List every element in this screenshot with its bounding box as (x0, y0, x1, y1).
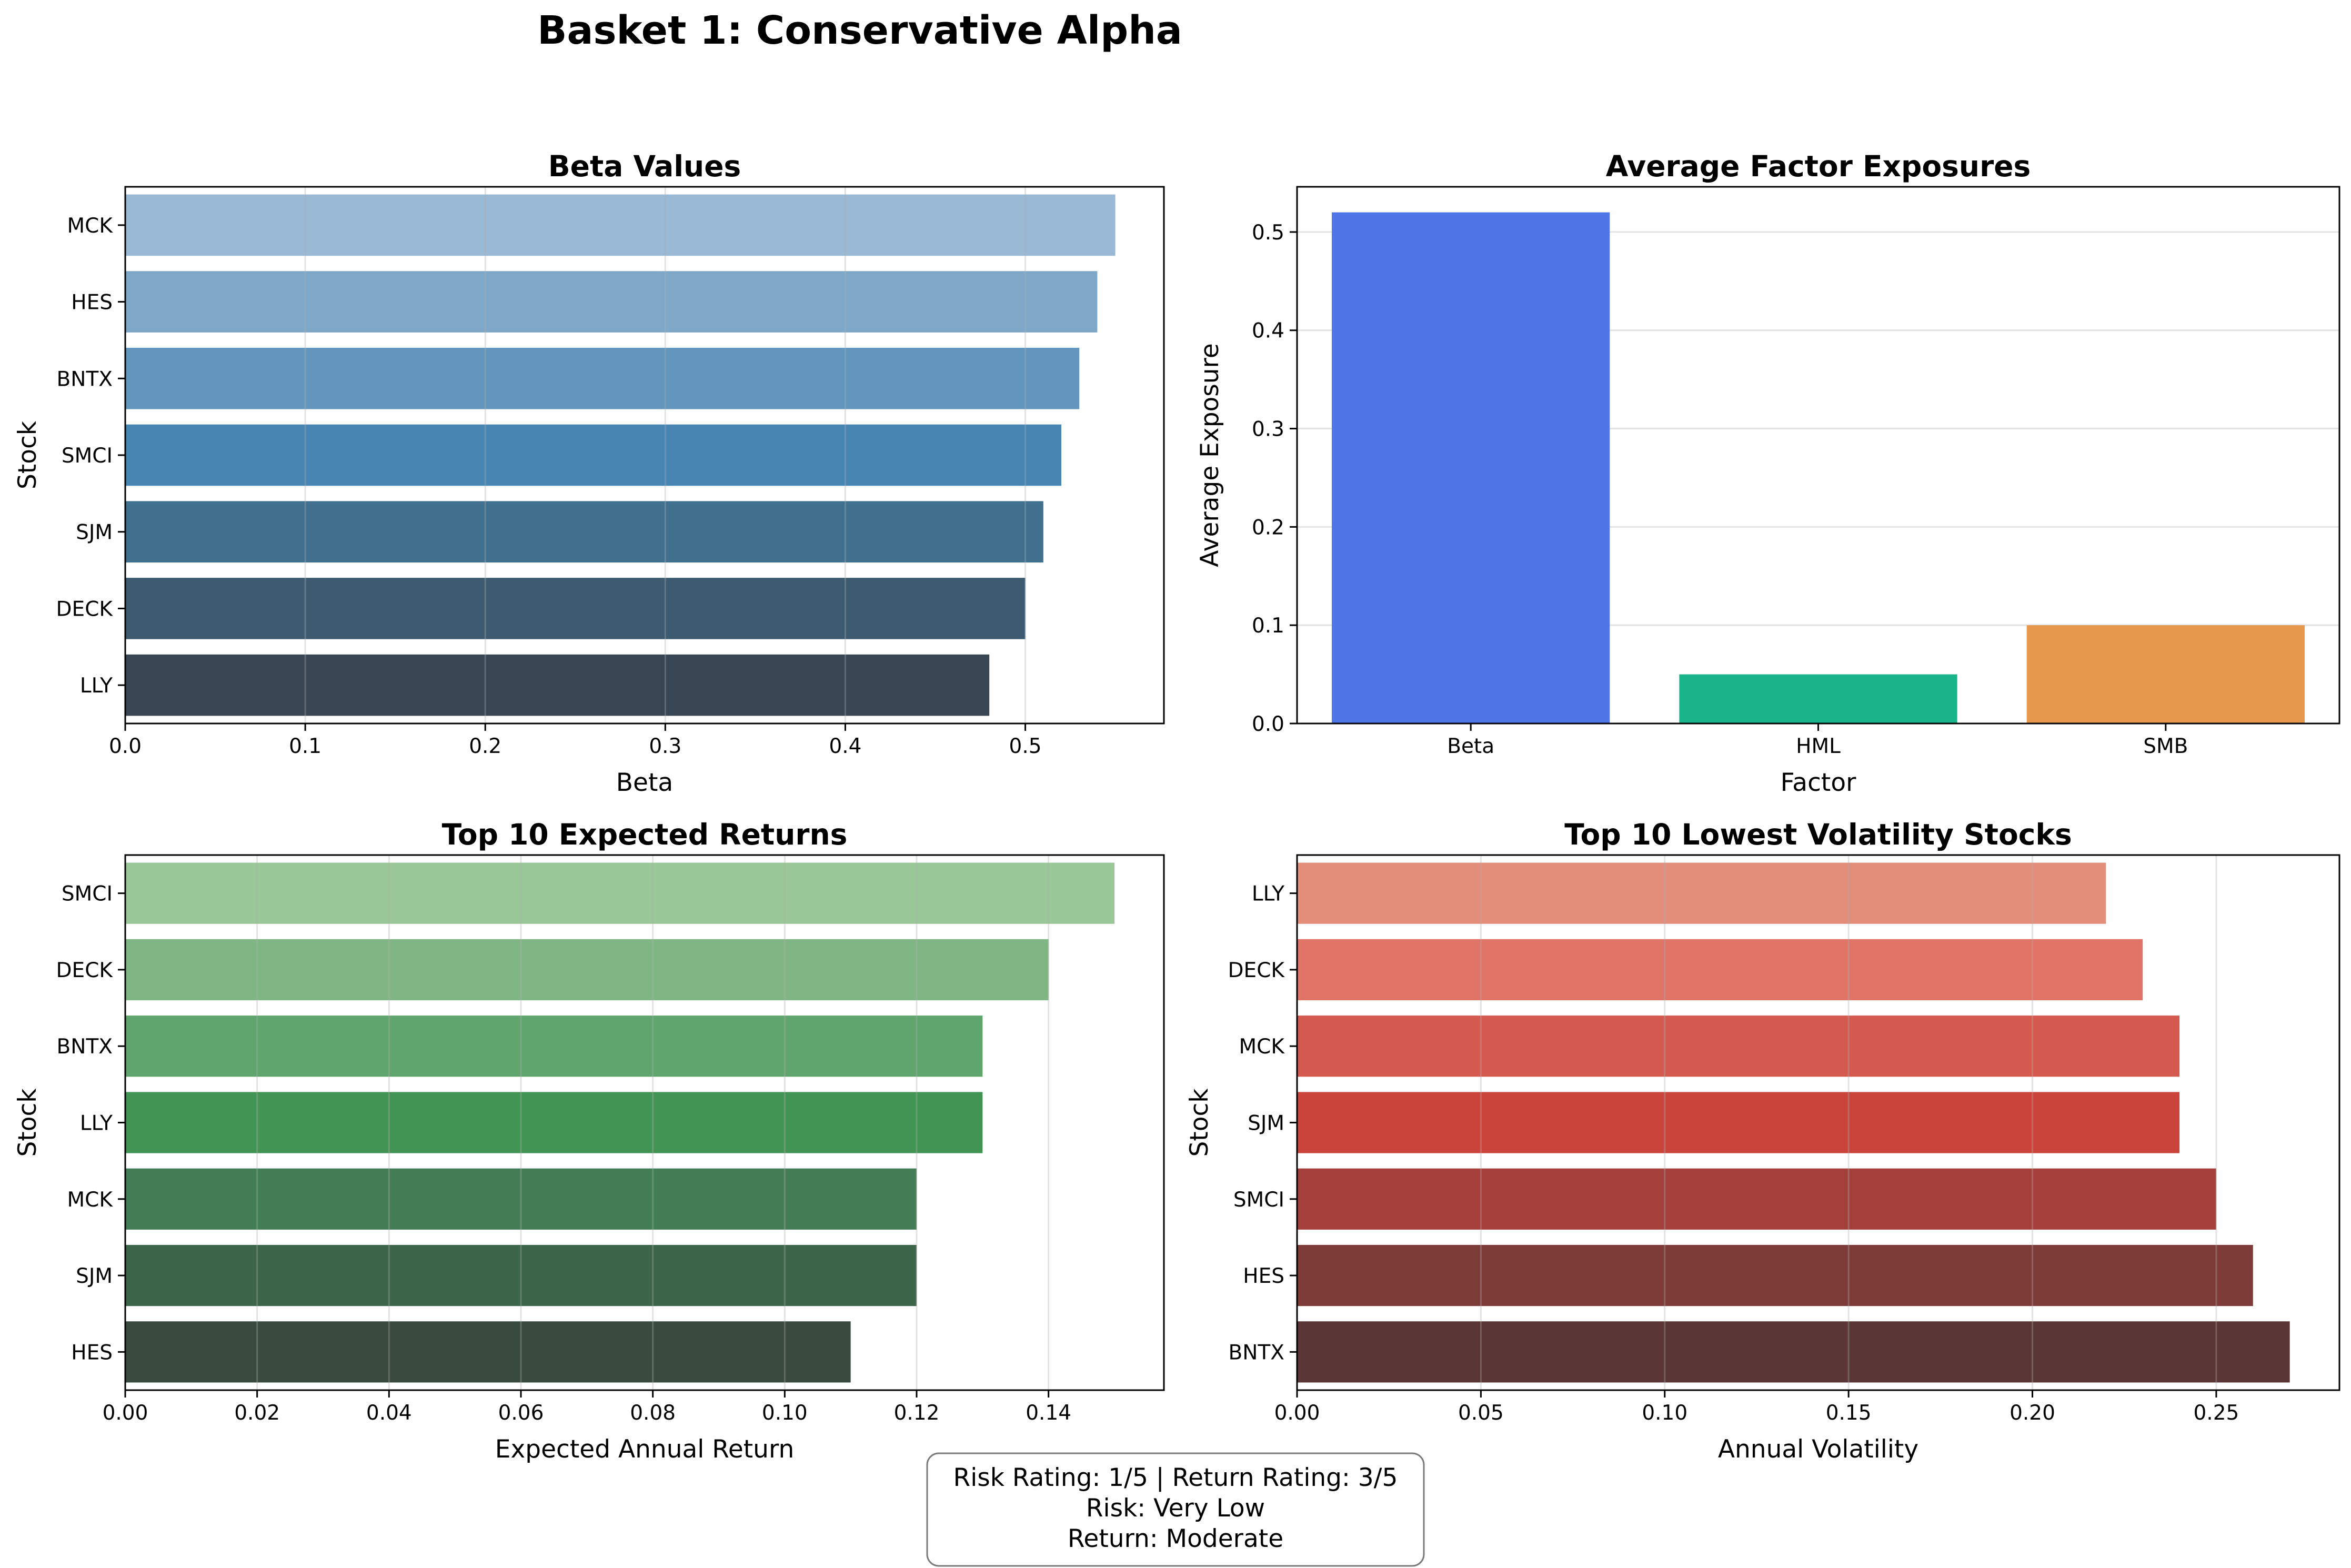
chart-0-bar-bntx (125, 348, 1080, 409)
chart-1-xlabel: Factor (1781, 768, 1857, 797)
chart-3-xlabel: Annual Volatility (1718, 1435, 1918, 1464)
chart-0-xtick-label: 0.1 (289, 735, 321, 758)
chart-3-bar-mck (1297, 1016, 2180, 1077)
chart-3-category-label-mck: MCK (1239, 1035, 1285, 1059)
chart-3-bar-hes (1297, 1244, 2253, 1306)
chart-2-category-label-mck: MCK (67, 1188, 114, 1212)
chart-2-category-label-smci: SMCI (62, 882, 113, 906)
chart-0-xlabel: Beta (616, 768, 673, 797)
average-factor-exposures-panel: Average Factor Exposures 0.0 0.1 0.2 0.3 0.4 0… (1195, 149, 2340, 797)
chart-0-category-label-mck: MCK (67, 214, 114, 238)
chart-2-bar-deck (125, 939, 1049, 1001)
chart-1-title: Average Factor Exposures (1606, 149, 2031, 183)
chart-2-category-label-lly: LLY (80, 1112, 113, 1135)
chart-2-xtick-label: 0.12 (894, 1401, 940, 1425)
chart-3-category-label-deck: DECK (1228, 959, 1285, 982)
chart-0-bar-lly (125, 654, 990, 716)
chart-0-bar-hes (125, 271, 1098, 333)
chart-0-bar-sjm (125, 501, 1043, 562)
chart-2-bar-smci (125, 862, 1114, 924)
chart-3-bar-smci (1297, 1168, 2216, 1230)
chart-1-category-label-smb: SMB (2143, 735, 2188, 758)
chart-1-ytick-label: 0.0 (1252, 712, 1284, 736)
info-box-line-return: Return: Moderate (1068, 1524, 1283, 1553)
chart-1-bar-beta (1332, 212, 1610, 724)
chart-3-xtick-label: 0.00 (1274, 1401, 1320, 1425)
chart-3-xtick-label: 0.10 (1642, 1401, 1687, 1425)
chart-3-title: Top 10 Lowest Volatility Stocks (1564, 818, 2072, 851)
chart-0-title: Beta Values (548, 149, 741, 183)
chart-2-category-label-deck: DECK (56, 959, 114, 982)
chart-2-xtick-label: 0.02 (234, 1401, 280, 1425)
chart-1-ytick-label: 0.4 (1252, 319, 1284, 343)
chart-3-ylabel: Stock (1185, 1088, 1214, 1157)
chart-2-xlabel: Expected Annual Return (495, 1435, 795, 1464)
chart-1-ytick-label: 0.1 (1252, 614, 1284, 638)
chart-2-bar-bntx (125, 1016, 983, 1077)
chart-2-category-label-bntx: BNTX (57, 1035, 113, 1059)
chart-0-xtick-label: 0.3 (649, 735, 681, 758)
chart-0-bar-deck (125, 578, 1026, 639)
chart-1-bar-hml (1679, 674, 1957, 723)
chart-2-bar-hes (125, 1321, 851, 1383)
chart-2-category-label-sjm: SJM (76, 1264, 113, 1288)
info-box-line-risk: Risk: Very Low (1086, 1494, 1265, 1523)
figure-title: Basket 1: Conservative Alpha (537, 8, 1182, 53)
chart-2-category-label-hes: HES (71, 1341, 113, 1364)
chart-1-category-label-hml: HML (1796, 735, 1841, 758)
chart-0-xtick-label: 0.2 (469, 735, 501, 758)
expected-returns-panel: Top 10 Expected Returns 0.00 0.02 0.04 0.06 0… (13, 818, 1165, 1464)
chart-2-xtick-label: 0.04 (366, 1401, 412, 1425)
chart-3-bar-bntx (1297, 1321, 2290, 1383)
chart-2-xtick-label: 0.08 (630, 1401, 676, 1425)
chart-1-ylabel: Average Exposure (1195, 343, 1224, 567)
chart-0-bar-smci (125, 424, 1061, 486)
chart-0-category-label-hes: HES (71, 291, 113, 315)
chart-0-category-label-smci: SMCI (62, 444, 113, 468)
info-box-line-ratings: Risk Rating: 1/5 | Return Rating: 3/5 (953, 1463, 1398, 1492)
chart-0-category-label-sjm: SJM (76, 521, 113, 545)
chart-1-category-label-beta: Beta (1447, 735, 1494, 758)
chart-3-category-label-lly: LLY (1252, 882, 1284, 906)
chart-3-bar-sjm (1297, 1092, 2180, 1153)
chart-3-xtick-label: 0.15 (1826, 1401, 1872, 1425)
chart-3-bar-deck (1297, 939, 2143, 1001)
chart-0-xtick-label: 0.5 (1009, 735, 1042, 758)
chart-3-xtick-label: 0.20 (2010, 1401, 2055, 1425)
chart-2-xtick-label: 0.06 (498, 1401, 544, 1425)
chart-2-xtick-label: 0.00 (103, 1401, 148, 1425)
chart-2-ylabel: Stock (13, 1088, 42, 1157)
chart-2-bar-sjm (125, 1244, 917, 1306)
info-box: Risk Rating: 1/5 | Return Rating: 3/5 Ri… (926, 1452, 1425, 1567)
chart-1-bar-smb (2026, 625, 2305, 723)
chart-0-bar-mck (125, 194, 1116, 256)
chart-3-xtick-label: 0.25 (2193, 1401, 2239, 1425)
chart-0-ylabel: Stock (13, 420, 42, 489)
chart-3-category-label-bntx: BNTX (1229, 1341, 1284, 1364)
chart-0-category-label-deck: DECK (56, 597, 114, 621)
beta-values-panel: Beta Values 0.0 0.1 0.2 0.3 0.4 0.5 MCK HES BNTX S… (13, 149, 1165, 797)
chart-2-bar-mck (125, 1168, 917, 1230)
chart-3-bar-lly (1297, 862, 2106, 924)
chart-0-xtick-label: 0.4 (829, 735, 861, 758)
chart-3-category-label-sjm: SJM (1248, 1112, 1284, 1135)
info-box-frame (926, 1452, 1425, 1567)
chart-2-title: Top 10 Expected Returns (442, 818, 848, 851)
chart-2-xtick-label: 0.10 (762, 1401, 808, 1425)
chart-1-ytick-label: 0.2 (1252, 516, 1284, 539)
chart-0-category-label-lly: LLY (80, 674, 113, 698)
chart-2-xtick-label: 0.14 (1026, 1401, 1071, 1425)
chart-3-category-label-smci: SMCI (1233, 1188, 1284, 1212)
chart-0-category-label-bntx: BNTX (57, 367, 113, 391)
chart-3-xtick-label: 0.05 (1458, 1401, 1504, 1425)
chart-2-bar-lly (125, 1092, 983, 1153)
chart-3-category-label-hes: HES (1243, 1264, 1284, 1288)
chart-0-xtick-label: 0.0 (109, 735, 142, 758)
chart-1-ytick-label: 0.5 (1252, 221, 1284, 245)
chart-1-ytick-label: 0.3 (1252, 418, 1284, 441)
lowest-volatility-panel: Top 10 Lowest Volatility Stocks 0.00 0.05 0… (1185, 818, 2340, 1464)
